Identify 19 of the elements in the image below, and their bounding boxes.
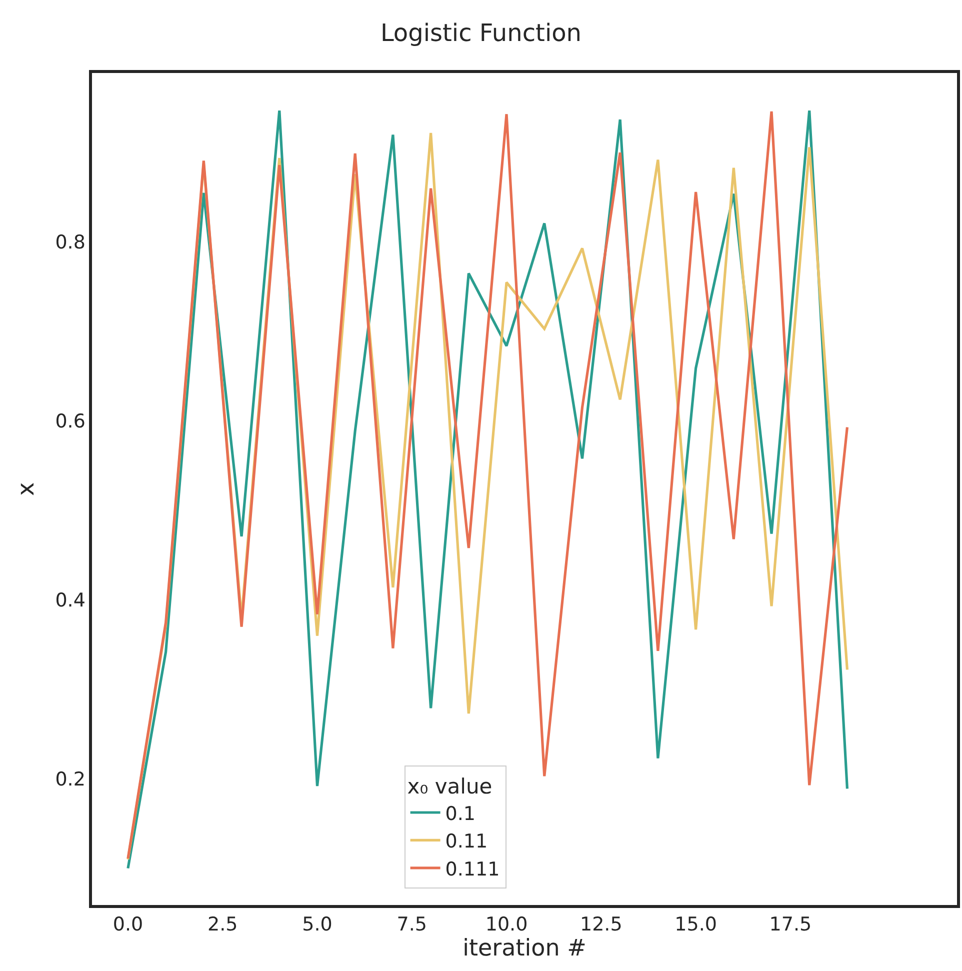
y-tick-label: 0.6 bbox=[55, 410, 86, 433]
legend-label: 0.11 bbox=[445, 830, 488, 853]
x-tick-label: 10.0 bbox=[485, 914, 528, 936]
y-tick-label: 0.2 bbox=[55, 768, 86, 791]
x-axis-title: iteration # bbox=[462, 936, 586, 962]
x-tick-label: 2.5 bbox=[207, 914, 238, 936]
y-axis-title: x bbox=[14, 482, 40, 496]
y-tick-label: 0.8 bbox=[55, 232, 86, 254]
x-tick-label: 5.0 bbox=[302, 914, 332, 936]
x-tick-label: 15.0 bbox=[674, 914, 717, 936]
legend-label: 0.1 bbox=[445, 802, 476, 825]
chart-title: Logistic Function bbox=[380, 19, 582, 48]
x-tick-label: 12.5 bbox=[580, 914, 622, 936]
legend-label: 0.111 bbox=[445, 858, 500, 880]
y-tick-label: 0.4 bbox=[55, 590, 86, 612]
x-tick-label: 17.5 bbox=[769, 914, 812, 936]
legend-title: x₀ value bbox=[407, 774, 492, 799]
x-tick-label: 0.0 bbox=[112, 914, 144, 936]
x-tick-label: 7.5 bbox=[396, 914, 427, 936]
